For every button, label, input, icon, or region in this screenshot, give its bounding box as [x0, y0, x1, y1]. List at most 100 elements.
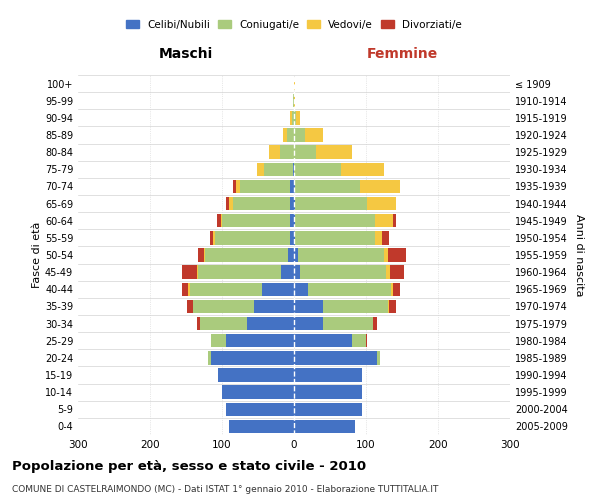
Bar [293, 94, 294, 108]
Bar [193, 300, 254, 313]
Bar [290, 180, 294, 193]
Bar [198, 248, 204, 262]
Bar [373, 317, 377, 330]
Bar [389, 300, 396, 313]
Bar [247, 317, 294, 330]
Bar [293, 162, 294, 176]
Bar [374, 231, 382, 244]
Text: Femmine: Femmine [367, 48, 437, 62]
Bar [294, 300, 323, 313]
Bar [283, 128, 287, 141]
Bar [290, 214, 294, 228]
Bar [294, 420, 355, 433]
Bar [294, 214, 295, 228]
Bar [316, 146, 352, 159]
Bar [204, 248, 205, 262]
Bar [226, 197, 229, 210]
Bar [388, 248, 406, 262]
Bar [290, 197, 294, 210]
Bar [254, 300, 294, 313]
Bar [341, 162, 384, 176]
Bar [391, 282, 392, 296]
Bar [294, 162, 341, 176]
Bar [236, 180, 240, 193]
Bar [294, 180, 295, 193]
Bar [294, 77, 295, 90]
Bar [210, 231, 214, 244]
Bar [388, 300, 389, 313]
Bar [187, 300, 193, 313]
Bar [295, 180, 360, 193]
Bar [296, 111, 300, 124]
Bar [295, 231, 374, 244]
Bar [367, 197, 396, 210]
Bar [392, 282, 400, 296]
Bar [305, 128, 323, 141]
Bar [300, 266, 386, 279]
Bar [217, 214, 221, 228]
Bar [294, 231, 295, 244]
Bar [294, 111, 296, 124]
Bar [294, 386, 362, 399]
Bar [290, 111, 292, 124]
Bar [182, 266, 197, 279]
Bar [290, 231, 294, 244]
Bar [200, 317, 247, 330]
Bar [233, 180, 236, 193]
Bar [294, 351, 377, 364]
Bar [182, 282, 188, 296]
Bar [264, 162, 293, 176]
Y-axis label: Fasce di età: Fasce di età [32, 222, 42, 288]
Bar [280, 146, 294, 159]
Bar [240, 180, 290, 193]
Bar [294, 402, 362, 416]
Bar [221, 214, 222, 228]
Bar [214, 231, 215, 244]
Text: COMUNE DI CASTELRAIMONDO (MC) - Dati ISTAT 1° gennaio 2010 - Elaborazione TUTTIT: COMUNE DI CASTELRAIMONDO (MC) - Dati IST… [12, 485, 439, 494]
Text: Maschi: Maschi [159, 48, 213, 62]
Bar [294, 128, 305, 141]
Bar [262, 282, 294, 296]
Bar [211, 334, 226, 347]
Bar [323, 300, 388, 313]
Bar [229, 420, 294, 433]
Bar [269, 146, 280, 159]
Bar [229, 197, 233, 210]
Bar [386, 266, 390, 279]
Bar [257, 162, 264, 176]
Bar [205, 248, 288, 262]
Bar [294, 282, 308, 296]
Bar [352, 334, 366, 347]
Bar [197, 266, 198, 279]
Bar [233, 197, 290, 210]
Bar [292, 111, 294, 124]
Bar [281, 266, 294, 279]
Bar [226, 334, 294, 347]
Bar [197, 317, 200, 330]
Bar [215, 231, 290, 244]
Y-axis label: Anni di nascita: Anni di nascita [574, 214, 584, 296]
Bar [295, 197, 367, 210]
Bar [198, 266, 281, 279]
Bar [360, 180, 400, 193]
Bar [294, 334, 352, 347]
Bar [208, 351, 211, 364]
Bar [226, 402, 294, 416]
Bar [384, 248, 388, 262]
Bar [294, 317, 323, 330]
Bar [298, 248, 384, 262]
Bar [294, 368, 362, 382]
Bar [287, 128, 294, 141]
Bar [377, 351, 380, 364]
Bar [294, 266, 300, 279]
Bar [295, 214, 374, 228]
Bar [382, 231, 389, 244]
Bar [211, 351, 294, 364]
Bar [294, 146, 316, 159]
Bar [392, 214, 396, 228]
Bar [222, 386, 294, 399]
Bar [323, 317, 373, 330]
Bar [294, 197, 295, 210]
Bar [366, 334, 367, 347]
Text: Popolazione per età, sesso e stato civile - 2010: Popolazione per età, sesso e stato civil… [12, 460, 366, 473]
